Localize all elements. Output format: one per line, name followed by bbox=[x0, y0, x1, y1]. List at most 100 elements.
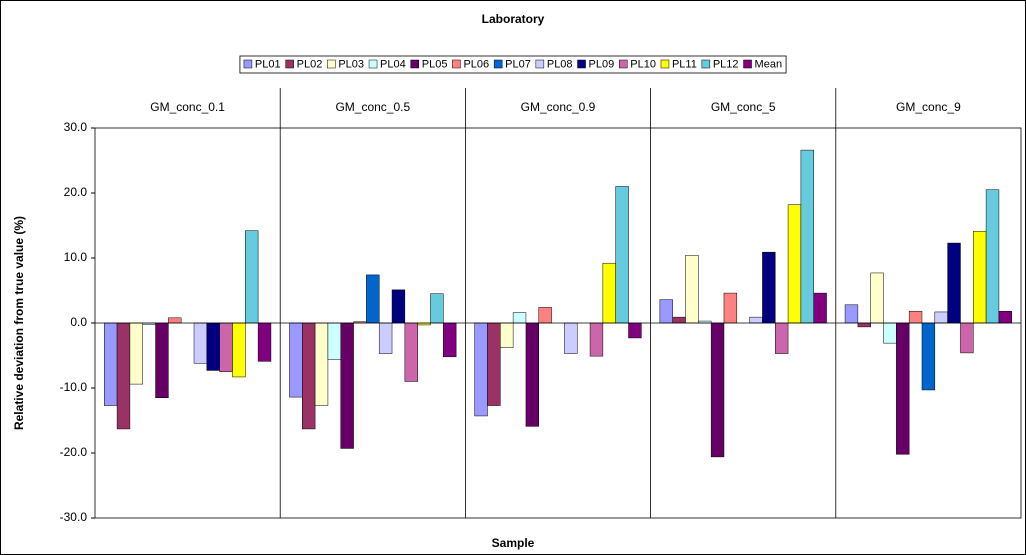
bar bbox=[947, 242, 961, 324]
bar bbox=[723, 292, 738, 324]
category-label: GM_conc_0.1 bbox=[150, 100, 225, 114]
category-label: GM_conc_0.9 bbox=[521, 100, 596, 114]
legend-swatch bbox=[577, 59, 586, 69]
bar bbox=[257, 322, 272, 362]
bar bbox=[512, 312, 527, 324]
legend-swatch bbox=[285, 59, 294, 69]
bar bbox=[844, 304, 859, 324]
bar bbox=[960, 322, 974, 354]
bar bbox=[908, 311, 923, 324]
bar bbox=[232, 322, 246, 378]
bar bbox=[602, 262, 616, 324]
x-axis-label: Sample bbox=[492, 536, 535, 550]
bar bbox=[327, 322, 341, 360]
bar bbox=[129, 322, 143, 385]
bar bbox=[245, 230, 259, 324]
bar bbox=[659, 299, 673, 324]
legend-label: PL03 bbox=[338, 58, 364, 70]
bar bbox=[985, 189, 1000, 324]
bar bbox=[302, 322, 316, 430]
bar bbox=[672, 316, 686, 324]
legend-label: PL11 bbox=[672, 58, 697, 70]
legend-swatch bbox=[701, 59, 711, 69]
bar bbox=[800, 149, 814, 324]
legend-swatch bbox=[619, 59, 628, 69]
y-tick-label: -20.0 bbox=[60, 445, 88, 459]
bar bbox=[615, 186, 629, 324]
category-label: GM_conc_0.5 bbox=[335, 100, 410, 114]
bar bbox=[628, 322, 642, 339]
y-tick-label: -30.0 bbox=[60, 510, 88, 524]
bar bbox=[787, 204, 802, 324]
legend-swatch bbox=[243, 59, 253, 69]
bar bbox=[193, 322, 208, 364]
legend-swatch bbox=[743, 59, 752, 69]
bar bbox=[589, 322, 604, 357]
bar bbox=[474, 322, 488, 417]
bar bbox=[762, 251, 776, 324]
y-tick-label: 10.0 bbox=[64, 250, 88, 264]
bar bbox=[775, 322, 789, 354]
legend-swatch bbox=[535, 59, 545, 69]
legend-label: PL09 bbox=[589, 58, 615, 70]
legend-swatch bbox=[452, 59, 461, 69]
chart-title: Laboratory bbox=[482, 12, 545, 26]
bar bbox=[104, 322, 118, 406]
bar bbox=[921, 322, 936, 391]
bar bbox=[685, 255, 699, 324]
legend-label: PL07 bbox=[505, 58, 531, 70]
bar bbox=[219, 322, 233, 372]
bar bbox=[487, 322, 501, 406]
bar bbox=[749, 316, 763, 324]
bar bbox=[168, 317, 182, 324]
bar bbox=[340, 322, 354, 449]
legend-label: PL08 bbox=[547, 58, 573, 70]
legend-label: PL12 bbox=[713, 58, 739, 70]
bar bbox=[525, 322, 540, 427]
y-tick-label: -10.0 bbox=[60, 380, 88, 394]
y-tick-label: 0.0 bbox=[70, 315, 87, 329]
bar bbox=[366, 274, 380, 324]
legend-label: PL02 bbox=[297, 58, 323, 70]
legend-label: Mean bbox=[755, 58, 783, 70]
category-label: GM_conc_5 bbox=[711, 100, 776, 114]
bar bbox=[430, 293, 444, 324]
y-tick-label: 30.0 bbox=[64, 120, 88, 134]
y-axis-label: Relative deviation from true value (%) bbox=[12, 216, 26, 430]
legend-swatch bbox=[660, 59, 670, 69]
bar bbox=[289, 322, 303, 398]
bar bbox=[883, 322, 897, 344]
bar bbox=[564, 322, 578, 354]
bar bbox=[378, 322, 393, 354]
legend-label: PL05 bbox=[422, 58, 448, 70]
bar bbox=[391, 289, 406, 324]
legend-label: PL06 bbox=[463, 58, 489, 70]
legend-swatch bbox=[327, 59, 336, 69]
bar bbox=[896, 322, 910, 455]
bar bbox=[538, 307, 552, 324]
bar bbox=[813, 292, 827, 324]
legend: PL01 PL02 PL03 PL04 PL05 PL06 PL07 PL08 PL09 PL10… bbox=[239, 55, 787, 74]
legend-swatch bbox=[493, 59, 503, 69]
y-tick-label: 20.0 bbox=[64, 185, 88, 199]
bar bbox=[998, 311, 1012, 324]
bar bbox=[314, 322, 329, 406]
legend-swatch bbox=[410, 59, 419, 69]
bar bbox=[404, 322, 418, 382]
bar bbox=[710, 322, 725, 458]
bar bbox=[116, 322, 131, 430]
bar bbox=[870, 272, 884, 324]
category-label: GM_conc_9 bbox=[896, 100, 961, 114]
bar bbox=[857, 322, 871, 328]
legend-label: PL10 bbox=[630, 58, 656, 70]
bar bbox=[443, 322, 457, 358]
legend-label: PL04 bbox=[380, 58, 406, 70]
legend-swatch bbox=[368, 59, 378, 69]
bar bbox=[500, 322, 514, 348]
bar bbox=[934, 311, 948, 324]
legend-label: PL01 bbox=[255, 58, 281, 70]
bar bbox=[206, 322, 220, 371]
bar bbox=[973, 231, 987, 324]
